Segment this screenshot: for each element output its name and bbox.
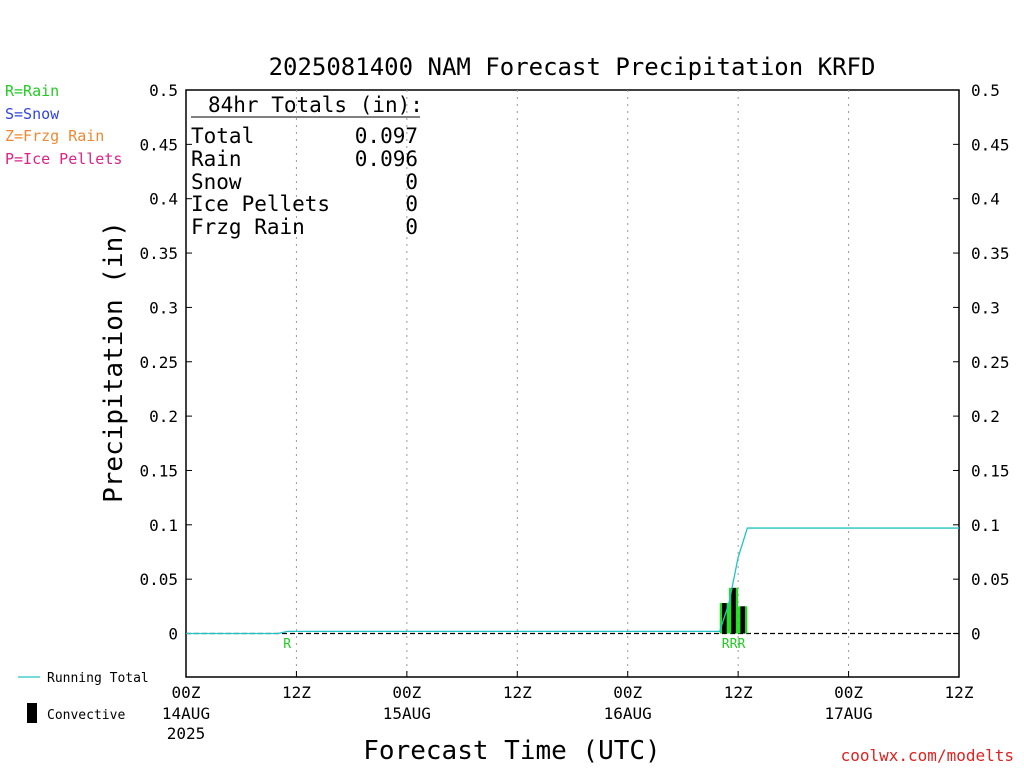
y-tick-label-right: 0 (971, 625, 981, 644)
bar-series (719, 587, 748, 634)
legend-key-frzg-rain: Z=Frzg Rain (5, 127, 104, 145)
legend-key-snow: S=Snow (5, 105, 60, 123)
legend-label-convective: Convective (47, 708, 125, 723)
plot-frame (185, 89, 960, 678)
convective-bar (740, 606, 746, 634)
running-total-line (186, 527, 959, 635)
x-tick-label: 12Z (503, 683, 532, 702)
x-tick-year: 2025 (167, 724, 206, 743)
y-tick-label-right: 0.2 (971, 407, 1000, 426)
y-tick-label-right: 0.45 (971, 135, 1010, 154)
y-tick-label-right: 0.3 (971, 298, 1000, 317)
totals-value-total: 0.097 (355, 124, 418, 148)
y-tick-label-left: 0 (168, 625, 178, 644)
totals-label-total: Total (191, 124, 254, 148)
totals-value-snow: 0 (405, 170, 418, 194)
y-tick-label-right: 0.15 (971, 461, 1010, 480)
line-series (186, 527, 959, 635)
legend-key-rain: R=Rain (5, 82, 59, 100)
y-tick-label-right: 0.25 (971, 353, 1010, 372)
chart-title: 2025081400 NAM Forecast Precipitation KR… (269, 53, 876, 81)
totals-header: 84hr Totals (in): (208, 93, 423, 117)
x-tick-label: 00Z (172, 683, 201, 702)
ptype-markers: R RRR (283, 637, 745, 652)
series-legend: Running Total Convective (18, 671, 149, 723)
y-axis-title: Precipitation (in) (99, 221, 129, 503)
totals-panel: 84hr Totals (in): Total 0.097 Rain 0.096… (191, 93, 423, 239)
convective-bar (731, 587, 736, 634)
y-tick-label-left: 0.45 (139, 135, 178, 154)
y-tick-label-left: 0.25 (139, 353, 178, 372)
y-tick-label-left: 0.05 (139, 570, 178, 589)
legend-key-ice-pellets: P=Ice Pellets (5, 150, 122, 168)
x-tick-date: 16AUG (604, 704, 652, 723)
y-tick-label-left: 0.35 (139, 244, 178, 263)
x-tick-label: 00Z (392, 683, 421, 702)
totals-label-frzg-rain: Frzg Rain (191, 215, 305, 239)
ptype-marker: RRR (722, 637, 746, 652)
totals-value-ice-pellets: 0 (405, 192, 418, 216)
y-tick-label-right: 0.5 (971, 81, 1000, 100)
y-tick-label-left: 0.15 (139, 461, 178, 480)
y-tick-label-left: 0.1 (149, 516, 178, 535)
totals-label-snow: Snow (191, 170, 242, 194)
y-tick-label-right: 0.4 (971, 190, 1000, 209)
y-tick-label-left: 0.2 (149, 407, 178, 426)
legend-swatch-convective (27, 703, 37, 723)
x-tick-label: 12Z (282, 683, 311, 702)
x-grid (186, 90, 959, 677)
x-tick-date: 17AUG (824, 704, 872, 723)
x-tick-date: 14AUG (162, 704, 210, 723)
ptype-legend: R=Rain S=Snow Z=Frzg Rain P=Ice Pellets (5, 82, 122, 168)
totals-value-rain: 0.096 (355, 147, 418, 171)
x-tick-label: 12Z (724, 683, 753, 702)
y-tick-label-left: 0.4 (149, 190, 178, 209)
legend-label-running-total: Running Total (47, 671, 149, 686)
totals-value-frzg-rain: 0 (405, 215, 418, 239)
y-tick-label-right: 0.1 (971, 516, 1000, 535)
x-tick-date: 15AUG (383, 704, 431, 723)
totals-label-rain: Rain (191, 147, 242, 171)
totals-label-ice-pellets: Ice Pellets (191, 192, 330, 216)
x-tick-label: 00Z (834, 683, 863, 702)
y-axis-ticks: 0 00.05 0.050.1 0.10.15 0.150.2 0.20.25 0.250.… (139, 81, 1009, 644)
y-tick-label-left: 0.5 (149, 81, 178, 100)
y-tick-label-right: 0.05 (971, 570, 1010, 589)
x-tick-label: 00Z (613, 683, 642, 702)
ptype-marker: R (283, 637, 291, 652)
credit-text: coolwx.com/modelts (841, 746, 1014, 765)
y-tick-label-left: 0.3 (149, 298, 178, 317)
y-tick-label-right: 0.35 (971, 244, 1010, 263)
x-axis-title: Forecast Time (UTC) (363, 736, 660, 766)
x-tick-label: 12Z (945, 683, 974, 702)
